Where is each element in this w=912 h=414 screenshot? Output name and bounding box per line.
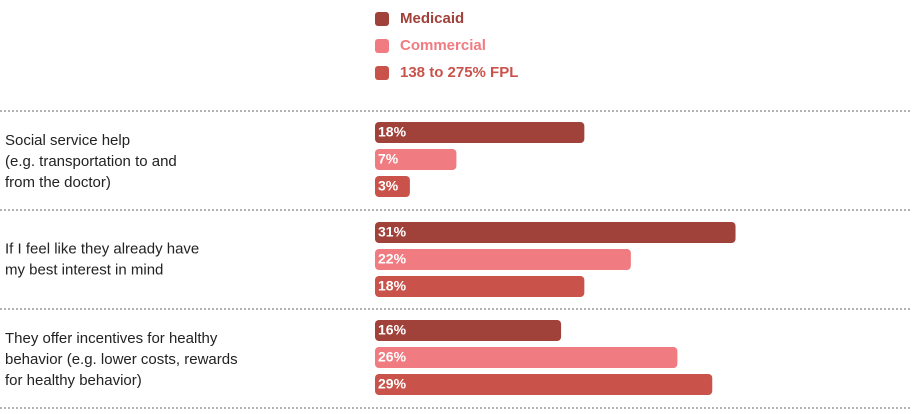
bar: [375, 176, 410, 197]
bar: [375, 347, 678, 368]
bar: [375, 249, 631, 270]
legend-label: 138 to 275% FPL: [400, 64, 518, 81]
legend-swatch: [375, 66, 389, 80]
value-label: 31%: [378, 224, 407, 240]
legend-label: Commercial: [400, 37, 486, 54]
category-label: If I feel like they already have: [5, 240, 199, 257]
bar: [375, 149, 457, 170]
legend-swatch: [375, 12, 389, 26]
bar: [375, 122, 585, 143]
legend-swatch: [375, 39, 389, 53]
bar: [375, 374, 713, 395]
category-label: (e.g. transportation to and: [5, 153, 177, 170]
value-label: 18%: [378, 124, 407, 140]
bar: [375, 222, 736, 243]
bar: [375, 276, 585, 297]
value-label: 22%: [378, 251, 407, 267]
value-label: 18%: [378, 278, 407, 294]
category-label: my best interest in mind: [5, 261, 163, 278]
value-label: 3%: [378, 178, 399, 194]
value-label: 29%: [378, 376, 407, 392]
value-label: 26%: [378, 349, 407, 365]
legend-label: Medicaid: [400, 10, 464, 27]
category-label: They offer incentives for healthy: [5, 330, 218, 347]
category-label: behavior (e.g. lower costs, rewards: [5, 351, 238, 368]
bar: [375, 320, 562, 341]
category-label: Social service help: [5, 132, 130, 149]
value-label: 7%: [378, 151, 399, 167]
category-label: for healthy behavior): [5, 372, 142, 389]
value-label: 16%: [378, 322, 407, 338]
category-label: from the doctor): [5, 174, 111, 191]
